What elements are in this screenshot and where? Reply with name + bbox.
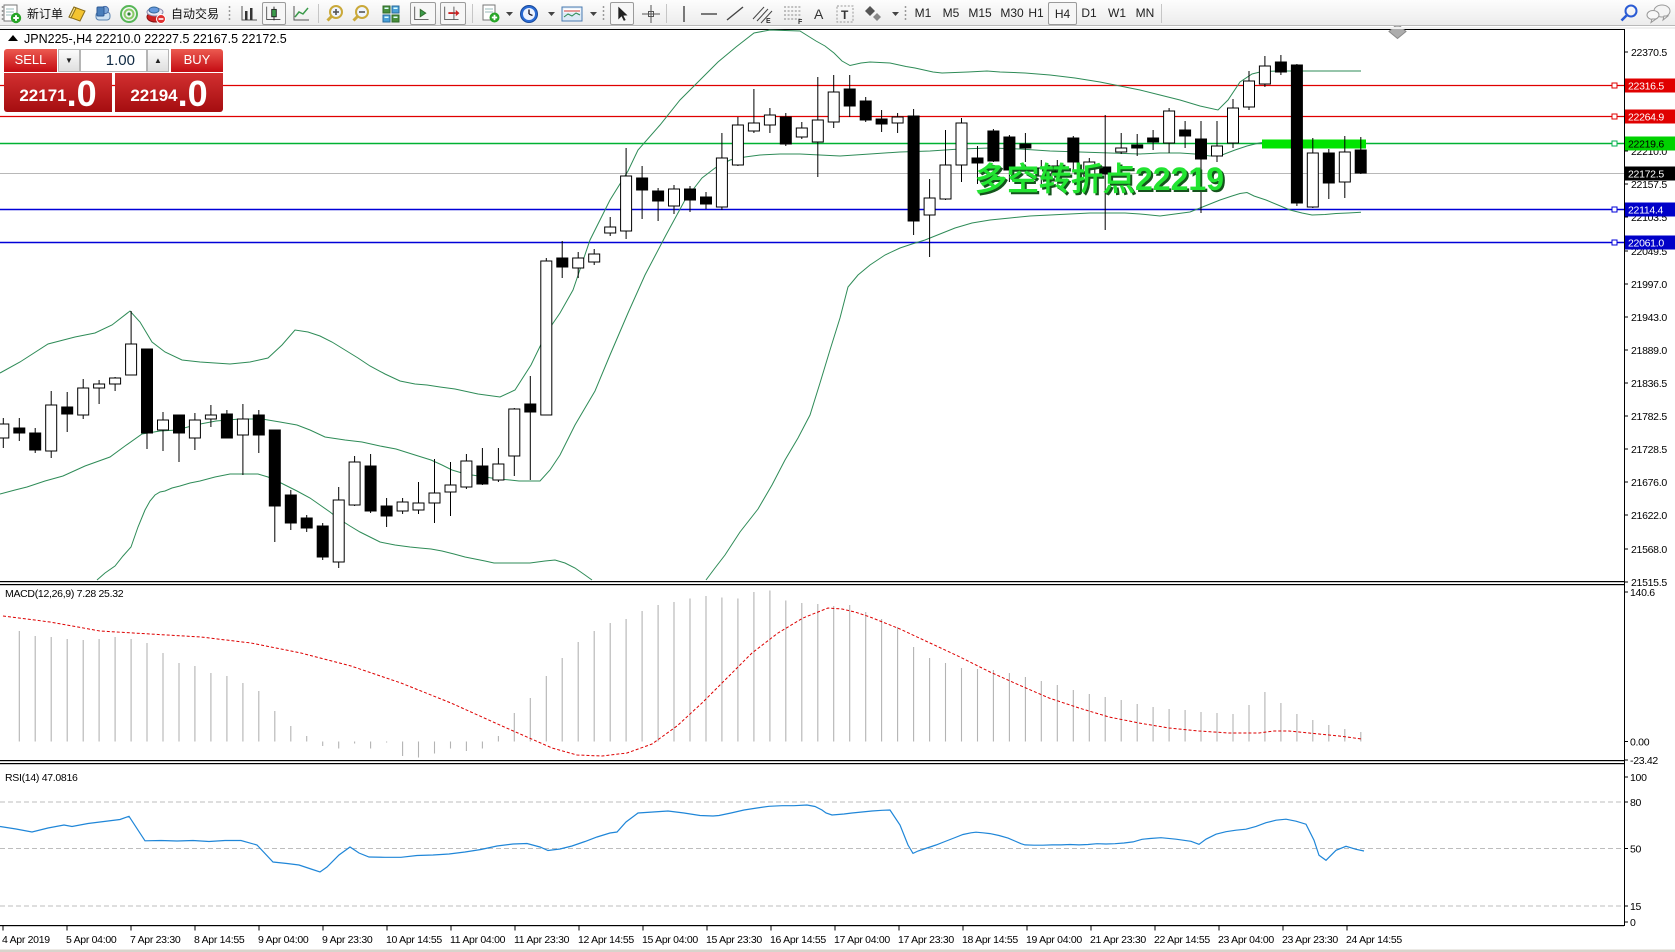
svg-text:21515.5: 21515.5	[1631, 577, 1667, 589]
svg-text:E: E	[766, 18, 771, 25]
svg-text:22219.6: 22219.6	[1628, 139, 1664, 151]
svg-text:21889.0: 21889.0	[1631, 345, 1667, 357]
svg-text:21622.0: 21622.0	[1631, 510, 1667, 522]
svg-text:0.00: 0.00	[1630, 737, 1650, 749]
svg-text:4 Apr 2019: 4 Apr 2019	[2, 934, 50, 946]
svg-text:9 Apr 04:00: 9 Apr 04:00	[258, 934, 309, 946]
svg-text:A: A	[814, 6, 824, 22]
svg-text:MACD(12,26,9) 7.28 25.32: MACD(12,26,9) 7.28 25.32	[5, 588, 124, 600]
svg-text:18 Apr 14:55: 18 Apr 14:55	[962, 934, 1018, 946]
svg-text:9 Apr 23:30: 9 Apr 23:30	[322, 934, 373, 946]
svg-text:100: 100	[1630, 772, 1647, 784]
svg-text:22114.4: 22114.4	[1628, 205, 1664, 217]
svg-text:22061.0: 22061.0	[1628, 238, 1664, 250]
svg-text:21676.0: 21676.0	[1631, 477, 1667, 489]
svg-text:12 Apr 14:55: 12 Apr 14:55	[578, 934, 634, 946]
svg-text:F: F	[798, 19, 803, 25]
svg-text:17 Apr 04:00: 17 Apr 04:00	[834, 934, 890, 946]
svg-text:7 Apr 23:30: 7 Apr 23:30	[130, 934, 181, 946]
svg-text:22316.5: 22316.5	[1628, 81, 1664, 93]
svg-text:16 Apr 14:55: 16 Apr 14:55	[770, 934, 826, 946]
svg-text:22370.5: 22370.5	[1631, 47, 1667, 59]
svg-text:19 Apr 04:00: 19 Apr 04:00	[1026, 934, 1082, 946]
svg-text:17 Apr 23:30: 17 Apr 23:30	[898, 934, 954, 946]
svg-text:21997.0: 21997.0	[1631, 279, 1667, 291]
svg-text:21782.5: 21782.5	[1631, 411, 1667, 423]
svg-text:21836.5: 21836.5	[1631, 378, 1667, 390]
svg-text:22172.5: 22172.5	[1628, 169, 1664, 181]
svg-text:0: 0	[1630, 917, 1636, 929]
svg-text:15: 15	[1630, 901, 1642, 913]
svg-text:5 Apr 04:00: 5 Apr 04:00	[66, 934, 117, 946]
svg-text:11 Apr 04:00: 11 Apr 04:00	[450, 934, 506, 946]
svg-text:21728.5: 21728.5	[1631, 444, 1667, 456]
svg-text:50: 50	[1630, 844, 1642, 856]
svg-text:10 Apr 14:55: 10 Apr 14:55	[386, 934, 442, 946]
svg-text:21568.0: 21568.0	[1631, 544, 1667, 556]
svg-text:23 Apr 23:30: 23 Apr 23:30	[1282, 934, 1338, 946]
svg-text:8 Apr 14:55: 8 Apr 14:55	[194, 934, 245, 946]
svg-text:22 Apr 14:55: 22 Apr 14:55	[1154, 934, 1210, 946]
svg-text:-23.42: -23.42	[1630, 755, 1658, 767]
svg-text:21 Apr 23:30: 21 Apr 23:30	[1090, 934, 1146, 946]
svg-text:JPN225-,H4 22210.0 22227.5 22: JPN225-,H4 22210.0 22227.5 22167.5 22172…	[24, 32, 287, 46]
svg-text:22157.5: 22157.5	[1631, 179, 1667, 191]
svg-text:24 Apr 14:55: 24 Apr 14:55	[1346, 934, 1402, 946]
svg-text:21943.0: 21943.0	[1631, 312, 1667, 324]
svg-text:15 Apr 23:30: 15 Apr 23:30	[706, 934, 762, 946]
svg-text:23 Apr 04:00: 23 Apr 04:00	[1218, 934, 1274, 946]
svg-text:T: T	[841, 8, 849, 22]
svg-text:RSI(14) 47.0816: RSI(14) 47.0816	[5, 772, 78, 784]
svg-text:15 Apr 04:00: 15 Apr 04:00	[642, 934, 698, 946]
svg-text:11 Apr 23:30: 11 Apr 23:30	[514, 934, 570, 946]
svg-text:80: 80	[1630, 797, 1642, 809]
svg-text:22264.9: 22264.9	[1628, 112, 1664, 124]
svg-text:140.6: 140.6	[1630, 587, 1655, 599]
